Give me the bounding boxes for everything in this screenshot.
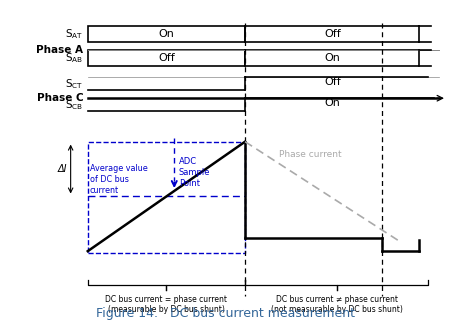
Text: On: On [324, 53, 340, 63]
Text: Phase A: Phase A [36, 45, 83, 55]
Text: S$_{\mathsf{AT}}$: S$_{\mathsf{AT}}$ [65, 27, 83, 41]
Text: On: On [324, 98, 340, 108]
Bar [88, 26, 245, 42]
Text: Phase current: Phase current [279, 150, 342, 159]
Text: Off: Off [158, 53, 175, 63]
Text: DC bus current ≠ phase current
(not measurable by DC bus shunt): DC bus current ≠ phase current (not meas… [271, 295, 403, 314]
Text: Off: Off [324, 77, 341, 87]
Text: On: On [158, 29, 174, 39]
Bar [88, 50, 245, 66]
Text: Phase C: Phase C [36, 93, 83, 103]
Text: S$_{\mathsf{CB}}$: S$_{\mathsf{CB}}$ [65, 98, 83, 111]
Text: ADC
Sample
Point: ADC Sample Point [179, 156, 210, 188]
Text: Figure 14.   DC bus current measurement: Figure 14. DC bus current measurement [95, 308, 355, 320]
Text: S$_{\mathsf{CT}}$: S$_{\mathsf{CT}}$ [65, 77, 83, 90]
Text: S$_{\mathsf{AB}}$: S$_{\mathsf{AB}}$ [65, 51, 83, 65]
Text: Off: Off [324, 29, 341, 39]
Text: DC bus current = phase current
(measurable by DC bus shunt): DC bus current = phase current (measurab… [105, 295, 227, 314]
Bar [88, 142, 245, 253]
Bar [245, 50, 419, 66]
Text: Average value
of DC bus
current: Average value of DC bus current [90, 164, 148, 195]
Text: ΔI: ΔI [58, 164, 67, 174]
